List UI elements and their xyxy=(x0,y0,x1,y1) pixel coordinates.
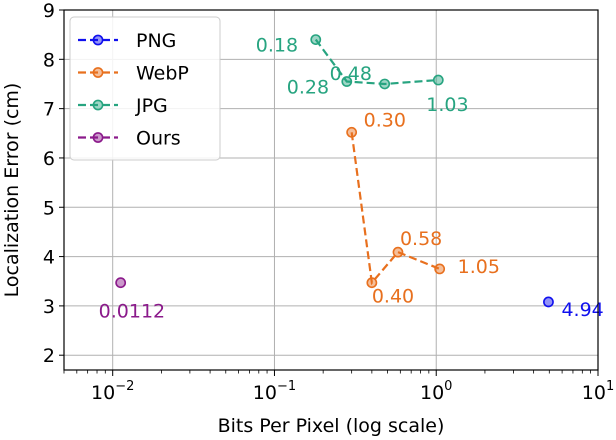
y-tick-label: 7 xyxy=(43,99,55,121)
x-axis-label: Bits Per Pixel (log scale) xyxy=(218,415,445,437)
y-tick-label: 4 xyxy=(43,247,55,269)
series-line-webp xyxy=(350,132,441,286)
data-label-jpg: 0.28 xyxy=(287,77,329,99)
ticks: 2 3 4 5 6 7 8 9 10−2 10−1 100 101 xyxy=(43,0,614,404)
legend-entry: JPG xyxy=(135,95,168,117)
x-tick-label: 100 xyxy=(420,379,452,404)
legend-entry: WebP xyxy=(136,63,189,85)
data-point-webp xyxy=(392,246,404,258)
data-point-webp xyxy=(346,126,358,138)
legend: PNG WebP JPG Ours xyxy=(69,16,221,161)
legend-box xyxy=(69,16,221,161)
data-label-webp: 0.40 xyxy=(372,286,414,308)
data-label-jpg: 0.18 xyxy=(256,35,298,57)
legend-marker xyxy=(92,99,104,111)
y-tick-label: 8 xyxy=(43,49,55,71)
data-point-ours xyxy=(115,277,127,289)
data-label-png: 4.94 xyxy=(561,299,603,321)
data-point-jpg xyxy=(379,78,391,90)
y-tick-label: 6 xyxy=(43,148,55,170)
x-tick-label: 101 xyxy=(582,379,614,404)
data-label-webp: 0.58 xyxy=(400,228,442,250)
data-label-webp: 0.30 xyxy=(364,109,406,131)
data-label-ours: 0.0112 xyxy=(99,301,165,323)
y-tick-label: 2 xyxy=(43,345,55,367)
data-point-jpg xyxy=(432,74,444,86)
y-axis-label: Localization Error (cm) xyxy=(1,83,23,298)
data-point-png xyxy=(543,296,554,308)
legend-entry: Ours xyxy=(136,128,181,150)
series-line-jpg xyxy=(314,38,439,86)
y-tick-label: 9 xyxy=(43,0,55,22)
series xyxy=(115,34,554,308)
plot-frame xyxy=(63,9,599,371)
legend-marker xyxy=(92,34,104,46)
data-label-jpg: 0.48 xyxy=(330,63,372,85)
data-label-jpg: 1.03 xyxy=(426,94,468,116)
legend-marker xyxy=(92,67,104,78)
legend-entry: PNG xyxy=(136,30,176,52)
data-point-jpg xyxy=(341,76,353,87)
x-tick-label: 10−1 xyxy=(253,379,296,404)
x-tick-label: 10−2 xyxy=(91,379,134,404)
data-point-webp xyxy=(366,277,378,289)
y-tick-label: 3 xyxy=(43,296,55,318)
data-label-webp: 1.05 xyxy=(458,256,500,278)
legend-marker xyxy=(92,132,104,143)
data-point-webp xyxy=(434,263,446,275)
data-point-jpg xyxy=(310,34,322,45)
data-labels: 4.94 0.30 0.40 0.58 1.05 0.18 0.280.48 1.03 0.01… xyxy=(99,35,604,323)
y-tick-label: 5 xyxy=(43,197,55,219)
